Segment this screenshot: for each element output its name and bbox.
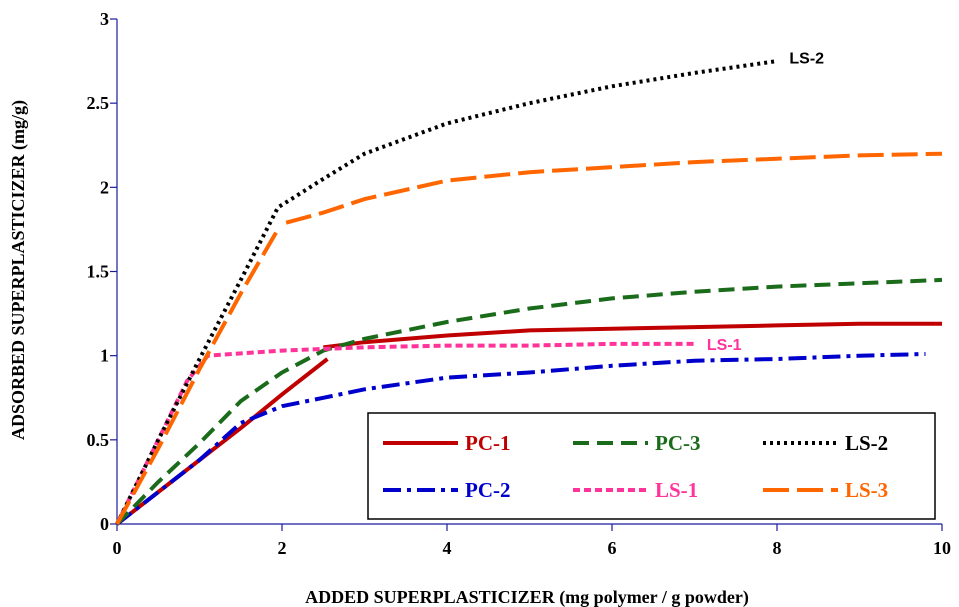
annotation-layer: LS-2 LS-1 <box>707 51 824 354</box>
x-tick-label: 8 <box>773 538 782 558</box>
series-ls-2 <box>115 59 778 525</box>
legend-label-ls-3: LS-3 <box>845 478 888 502</box>
series-line-pc-3 <box>115 277 943 526</box>
legend-box <box>367 412 936 520</box>
series-line-ls-3 <box>115 228 280 525</box>
annotation-ls-1: LS-1 <box>707 337 742 354</box>
y-tick-label: 0.5 <box>87 430 110 450</box>
series-layer <box>115 59 943 526</box>
series-pc-3 <box>115 277 943 526</box>
y-tick-label: 0 <box>100 514 109 534</box>
series-line-pc-2 <box>115 352 926 526</box>
y-tick-label: 2.5 <box>87 93 110 113</box>
series-line-ls-3 <box>285 151 943 225</box>
legend: PC-1 PC-3 LS-2 PC-2 LS-1 LS-3 <box>367 412 936 520</box>
y-tick-label: 2 <box>100 177 109 197</box>
x-axis-title: ADDED SUPERPLASTICIZER (mg polymer / g p… <box>305 587 749 607</box>
x-tick-label: 6 <box>608 538 617 558</box>
y-tick-label: 1.5 <box>87 262 110 282</box>
series-line-ls-2 <box>115 59 778 525</box>
series-line-pc-1 <box>323 321 942 350</box>
y-axis-title: ADSORBED SUPERPLASTICIZER (mg/g) <box>8 100 29 440</box>
series-pc-2 <box>115 352 926 526</box>
x-tick-label: 4 <box>443 538 452 558</box>
legend-label-ls-2: LS-2 <box>845 431 888 455</box>
series-ls-3 <box>115 151 943 525</box>
legend-label-pc-3: PC-3 <box>655 431 701 455</box>
x-tick-label: 0 <box>113 538 122 558</box>
legend-label-ls-1: LS-1 <box>655 478 698 502</box>
annotation-ls-2: LS-2 <box>789 51 824 68</box>
y-tick-label: 1 <box>100 346 109 366</box>
legend-label-pc-1: PC-1 <box>465 431 511 455</box>
axes: 0 2 4 6 8 10 0 0.5 1 1.5 2 2.5 3 <box>87 9 952 558</box>
y-tick-label: 3 <box>100 9 109 29</box>
x-tick-label: 10 <box>933 538 951 558</box>
x-tick-label: 2 <box>278 538 287 558</box>
legend-label-pc-2: PC-2 <box>465 478 511 502</box>
